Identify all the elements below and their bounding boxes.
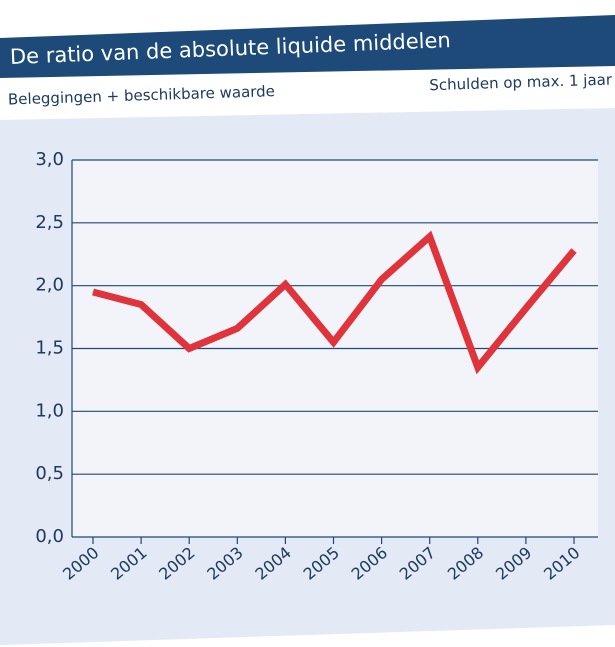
subtitle-left: Beleggingen + beschikbare waarde [8, 82, 275, 108]
y-tick-label: 0,5 [35, 463, 64, 484]
subtitle-right: Schulden op max. 1 jaar [429, 70, 613, 94]
y-tick-label: 1,0 [35, 400, 64, 421]
title-banner [0, 15, 615, 78]
y-tick-label: 0,0 [35, 526, 64, 547]
line-series [92, 230, 577, 375]
y-tick-label: 3,0 [35, 149, 64, 170]
y-tick-label: 2,0 [35, 275, 64, 296]
y-tick-label: 1,5 [35, 338, 64, 359]
y-tick-label: 2,5 [35, 212, 64, 233]
